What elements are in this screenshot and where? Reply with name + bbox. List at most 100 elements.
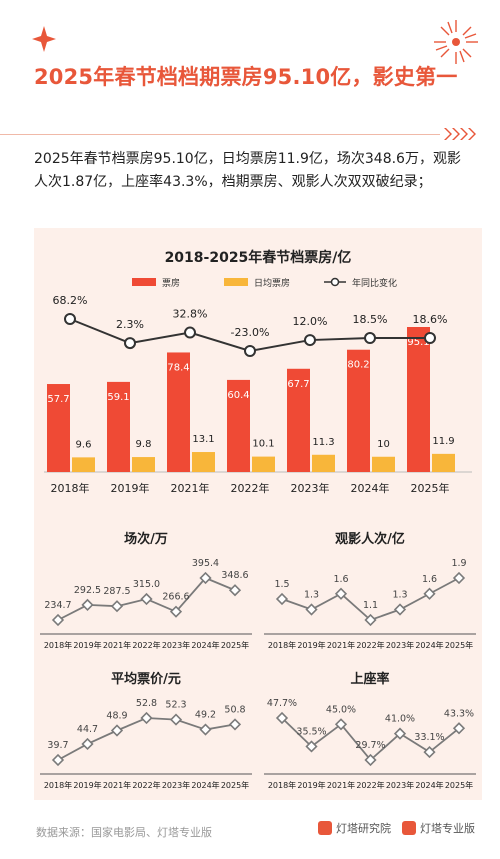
occupancy-chart: 上座率 47.7% 2018年 35.5% 2019年 45.0% 2021年 29.7% 20…	[264, 671, 476, 790]
screenings-chart: 场次/万234.72018年292.52019年287.52021年315.02…	[40, 531, 252, 650]
x-tick-label: 2022年	[132, 780, 160, 790]
bar-box-office	[407, 327, 430, 472]
yoy-value-label: -23.0%	[231, 326, 270, 339]
bar-box-office	[227, 379, 250, 472]
x-tick-label: 2023年	[291, 481, 330, 495]
bar-daily	[132, 457, 155, 472]
yoy-point	[184, 326, 196, 339]
x-tick-label: 2022年	[356, 640, 384, 650]
x-tick-label: 2018年	[44, 780, 72, 790]
point-value-label: 234.7	[44, 600, 71, 611]
chevron-arrows-icon	[444, 128, 476, 140]
series-point	[452, 722, 466, 735]
brand-research-label: 灯塔研究院	[336, 822, 391, 835]
yoy-point	[424, 332, 436, 344]
x-tick-label: 2023年	[386, 780, 414, 790]
legend-label: 年同比变化	[352, 277, 397, 289]
series-point	[423, 587, 436, 600]
mini-chart-title: 观影人次/亿	[335, 531, 405, 547]
point-value-label: 266.6	[162, 592, 189, 603]
series-point	[140, 711, 153, 725]
point-value-label: 35.5%	[296, 726, 326, 737]
lighthouse-pro-logo-icon	[402, 821, 416, 835]
x-tick-label: 2023年	[162, 640, 190, 650]
series-point	[81, 737, 94, 751]
yoy-point	[364, 332, 376, 345]
series-point	[228, 718, 242, 731]
point-value-label: 47.7%	[267, 698, 297, 709]
yoy-value-label: 18.6%	[413, 313, 448, 326]
series-point	[169, 605, 183, 618]
x-tick-label: 2019年	[297, 640, 325, 650]
bar-daily-value-label: 11.9	[432, 436, 454, 447]
point-value-label: 45.0%	[326, 704, 356, 715]
x-tick-label: 2018年	[51, 481, 90, 495]
bar-box-office	[347, 349, 370, 472]
series-point	[51, 753, 65, 767]
x-tick-label: 2018年	[44, 640, 72, 650]
header-decoration	[32, 20, 478, 140]
bar-daily	[372, 456, 395, 472]
sparkle-icon	[32, 26, 56, 52]
bar-box-office	[167, 352, 190, 472]
bar-daily-value-label: 11.3	[312, 437, 334, 448]
title-divider	[0, 134, 440, 135]
point-value-label: 29.7%	[355, 740, 385, 751]
brand-pro-label: 灯塔专业版	[420, 822, 475, 835]
bar-box-office	[47, 384, 70, 472]
bar-daily-value-label: 9.8	[136, 439, 152, 450]
yoy-value-label: 2.3%	[116, 318, 144, 331]
series-point	[393, 727, 407, 740]
series-point	[169, 713, 183, 726]
page-title: 2025年春节档档期票房95.10亿，影史第一	[34, 65, 458, 89]
x-tick-label: 2019年	[111, 481, 150, 495]
legend-swatch-box-office	[132, 278, 156, 286]
lighthouse-logo-icon	[318, 821, 332, 835]
bar-daily	[432, 453, 455, 472]
point-value-label: 1.3	[392, 590, 407, 601]
legend-marker-yoy	[330, 277, 340, 287]
x-tick-label: 2019年	[297, 780, 325, 790]
x-tick-label: 2021年	[103, 780, 131, 790]
x-tick-label: 2021年	[327, 780, 355, 790]
bar-daily	[192, 452, 215, 472]
point-value-label: 41.0%	[385, 714, 415, 725]
x-tick-label: 2024年	[415, 780, 443, 790]
x-tick-label: 2019年	[73, 640, 101, 650]
chart-title: 2018-2025年春节档票房/亿	[165, 249, 352, 266]
point-value-label: 395.4	[192, 558, 219, 569]
x-tick-label: 2024年	[191, 780, 219, 790]
series-point	[199, 571, 212, 585]
x-tick-label: 2025年	[221, 780, 249, 790]
mini-chart-title: 平均票价/元	[111, 671, 181, 687]
series-point	[81, 598, 94, 611]
bar-value-label: 60.4	[227, 390, 249, 401]
bar-value-label: 67.7	[287, 379, 309, 390]
point-value-label: 33.1%	[414, 732, 444, 743]
yoy-point	[124, 337, 136, 350]
bar-value-label: 80.2	[347, 360, 369, 371]
x-tick-label: 2019年	[73, 780, 101, 790]
bar-daily-value-label: 13.1	[192, 434, 214, 445]
series-point	[140, 592, 153, 606]
series-point	[393, 603, 407, 616]
series-point	[423, 745, 436, 759]
x-tick-label: 2021年	[327, 640, 355, 650]
x-tick-label: 2018年	[268, 780, 296, 790]
series-point	[334, 587, 348, 600]
yoy-point	[244, 345, 256, 357]
x-tick-label: 2024年	[191, 640, 219, 650]
x-tick-label: 2022年	[231, 481, 270, 495]
x-tick-label: 2023年	[162, 780, 190, 790]
yoy-point	[304, 334, 316, 347]
brand-pro: 灯塔专业版	[402, 820, 475, 836]
series-point	[110, 600, 124, 613]
x-tick-label: 2021年	[103, 640, 131, 650]
brand-research: 灯塔研究院	[318, 820, 391, 836]
x-tick-label: 2025年	[221, 640, 249, 650]
series-point	[51, 613, 65, 627]
bar-daily-value-label: 9.6	[76, 439, 92, 450]
point-value-label: 1.3	[304, 590, 319, 601]
point-value-label: 50.8	[224, 704, 245, 715]
bar-value-label: 57.7	[47, 394, 69, 405]
